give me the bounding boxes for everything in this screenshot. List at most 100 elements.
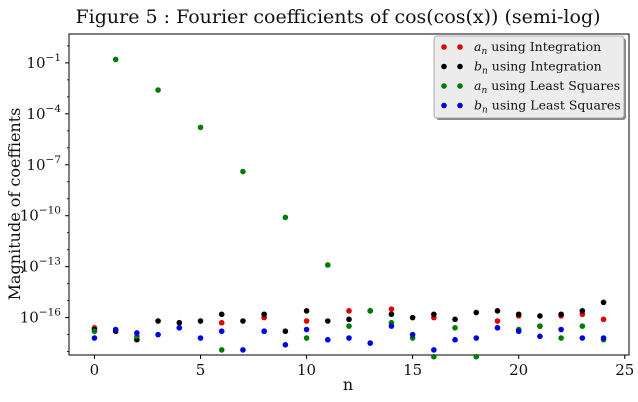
data-point: [558, 326, 564, 333]
data-point: [324, 318, 331, 324]
data-point: [431, 353, 437, 360]
data-point: [218, 328, 225, 335]
data-point: [452, 336, 458, 343]
data-point: [346, 335, 352, 341]
series-2: [91, 56, 607, 360]
legend-marker: [457, 83, 463, 89]
data-point: [367, 308, 374, 314]
data-point: [240, 168, 246, 175]
data-point: [282, 328, 289, 335]
series-3: [91, 323, 607, 353]
legend-marker: [441, 102, 447, 109]
data-point: [494, 318, 501, 324]
data-point: [282, 342, 289, 348]
chart-title: Figure 5 : Fourier coefficients of cos(c…: [75, 6, 600, 28]
legend-entry: bn using Integration: [474, 59, 602, 77]
data-point: [134, 330, 140, 336]
y-tick-label: 10−13: [20, 256, 61, 276]
data-point: [240, 318, 246, 324]
legend-entry: an using Integration: [474, 39, 601, 57]
data-point: [112, 56, 119, 63]
data-point: [537, 323, 543, 329]
data-point: [473, 335, 480, 341]
data-point: [261, 311, 267, 318]
data-point: [367, 340, 374, 346]
data-point: [197, 124, 204, 131]
data-point: [155, 87, 161, 93]
x-tick-label: 15: [403, 361, 422, 379]
data-point: [579, 323, 586, 329]
data-point: [155, 331, 161, 338]
data-point: [494, 325, 501, 331]
x-axis: 0 5 10 15 20 25: [90, 355, 634, 379]
legend-marker: [457, 102, 463, 109]
data-point: [579, 335, 586, 341]
x-tick-label: 0: [90, 361, 100, 379]
y-axis: 10−1 10−4 10−7 10−10 10−13 10−16: [20, 45, 69, 353]
x-tick-label: 20: [509, 361, 528, 379]
data-point: [303, 318, 310, 324]
data-point: [176, 319, 183, 326]
legend-entry: bn using Least Squares: [474, 98, 621, 116]
data-point: [409, 331, 416, 338]
data-point: [515, 328, 522, 335]
data-point: [600, 316, 607, 323]
data-point: [431, 347, 437, 353]
legend-marker: [457, 44, 463, 50]
data-point: [473, 309, 480, 316]
plot-frame: [68, 33, 630, 356]
data-point: [558, 335, 564, 341]
x-tick-label: 5: [196, 361, 206, 379]
data-point: [282, 214, 289, 221]
data-point: [303, 308, 310, 314]
data-point: [91, 335, 98, 341]
legend: an using Integration bn using Integration…: [433, 35, 626, 120]
data-point: [452, 316, 458, 323]
data-point: [112, 326, 119, 333]
data-point: [218, 347, 225, 353]
data-point: [155, 318, 161, 324]
legend-box: [433, 35, 625, 119]
data-point: [579, 308, 586, 314]
data-point: [176, 325, 183, 331]
data-point: [388, 311, 395, 318]
data-point: [346, 323, 352, 329]
data-point: [537, 333, 543, 340]
data-point: [346, 308, 352, 314]
y-tick-label: 10−4: [26, 103, 61, 123]
data-point: [600, 299, 607, 306]
legend-marker: [441, 83, 447, 89]
data-point: [197, 335, 204, 341]
data-point: [388, 306, 395, 312]
data-point: [452, 325, 458, 331]
data-point: [409, 314, 416, 321]
data-point: [346, 316, 352, 323]
data-point: [91, 328, 98, 335]
data-point: [473, 353, 480, 360]
data-point: [218, 311, 225, 318]
legend-marker: [441, 63, 447, 70]
data-point: [537, 313, 543, 319]
y-tick-label: 10−16: [20, 307, 62, 327]
data-points: [91, 56, 607, 360]
x-axis-label: n: [343, 375, 353, 394]
x-tick-label: 10: [297, 361, 316, 379]
data-point: [388, 323, 395, 329]
data-point: [494, 308, 501, 314]
data-point: [240, 347, 246, 353]
y-axis-label: Magnitude of coeffients: [5, 108, 24, 301]
data-point: [324, 336, 331, 343]
data-point: [558, 311, 564, 318]
data-point: [600, 335, 607, 341]
legend-marker: [441, 44, 447, 50]
data-point: [303, 326, 310, 333]
y-tick-label: 10−1: [26, 52, 61, 72]
legend-entry: an using Least Squares: [474, 78, 620, 96]
data-point: [324, 262, 331, 268]
y-tick-label: 10−7: [26, 154, 61, 174]
data-point: [303, 335, 310, 341]
data-point: [197, 318, 204, 324]
y-tick-label: 10−10: [20, 205, 61, 225]
data-point: [218, 319, 225, 326]
